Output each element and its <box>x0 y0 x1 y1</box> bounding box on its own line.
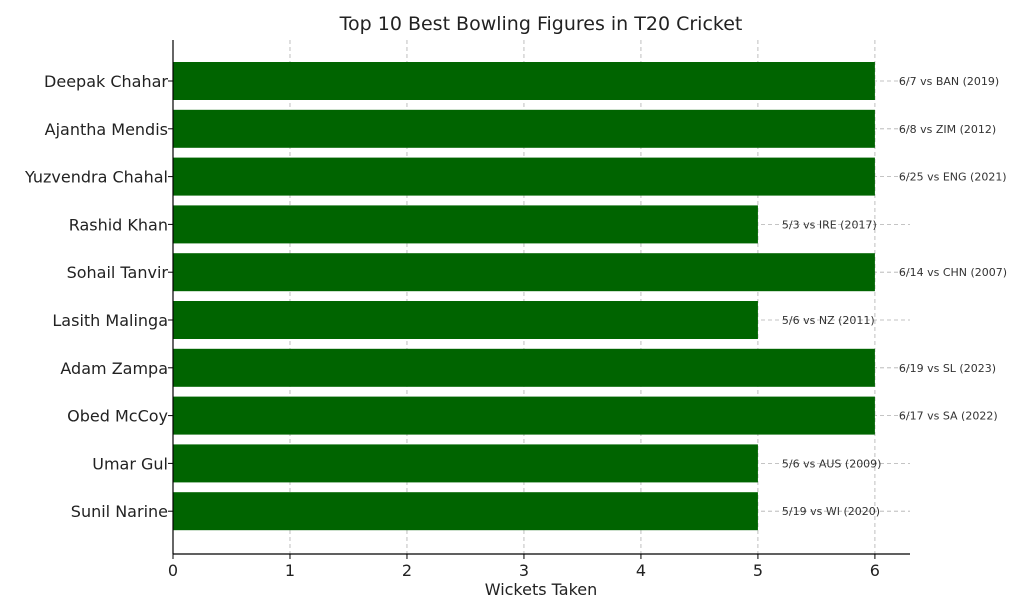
x-tick-label: 6 <box>870 561 880 580</box>
bar <box>173 109 875 148</box>
y-category-label: Ajantha Mendis <box>45 120 168 139</box>
bar-annotation: 6/7 vs BAN (2019) <box>899 75 999 88</box>
x-tick-label: 4 <box>636 561 646 580</box>
y-category-label: Deepak Chahar <box>44 72 168 91</box>
y-category-label: Sohail Tanvir <box>67 263 169 282</box>
bar-annotation: 6/14 vs CHN (2007) <box>899 266 1007 279</box>
bar <box>173 492 758 531</box>
y-category-label: Yuzvendra Chahal <box>24 168 168 187</box>
bar <box>173 396 875 435</box>
chart-title: Top 10 Best Bowling Figures in T20 Crick… <box>339 13 743 35</box>
y-category-label: Sunil Narine <box>71 502 168 521</box>
bar-annotations: 6/7 vs BAN (2019) 6/8 vs ZIM (2012) 6/25 v… <box>782 75 1007 518</box>
x-axis-ticks: 0 1 2 3 4 5 6 <box>168 554 880 580</box>
bar <box>173 301 758 339</box>
x-tick-label: 5 <box>753 561 763 580</box>
x-axis-title: Wickets Taken <box>485 580 598 599</box>
bar <box>173 444 758 483</box>
bar-annotation: 6/17 vs SA (2022) <box>899 410 998 423</box>
bar-annotation: 6/19 vs SL (2023) <box>899 362 996 375</box>
bar <box>173 157 875 196</box>
y-category-label: Adam Zampa <box>60 359 168 378</box>
y-category-label: Lasith Malinga <box>52 311 168 330</box>
bar <box>173 205 758 244</box>
bars <box>173 62 875 531</box>
y-axis-categories: Deepak Chahar Ajantha Mendis Yuzvendra Cha… <box>24 72 173 521</box>
bar <box>173 62 875 100</box>
x-tick-label: 3 <box>519 561 529 580</box>
x-tick-label: 2 <box>402 561 412 580</box>
x-tick-label: 1 <box>285 561 295 580</box>
x-tick-label: 0 <box>168 561 178 580</box>
bar-annotation: 5/6 vs NZ (2011) <box>782 314 875 327</box>
y-category-label: Obed McCoy <box>67 407 168 426</box>
bar-annotation: 6/25 vs ENG (2021) <box>899 171 1007 184</box>
bar-annotation: 5/19 vs WI (2020) <box>782 505 880 518</box>
bar <box>173 348 875 387</box>
y-category-label: Umar Gul <box>92 454 168 473</box>
bar-annotation: 6/8 vs ZIM (2012) <box>899 123 996 136</box>
bar <box>173 253 875 292</box>
bar-annotation: 5/6 vs AUS (2009) <box>782 457 882 470</box>
bar-annotation: 5/3 vs IRE (2017) <box>782 218 877 231</box>
y-category-label: Rashid Khan <box>69 215 168 234</box>
